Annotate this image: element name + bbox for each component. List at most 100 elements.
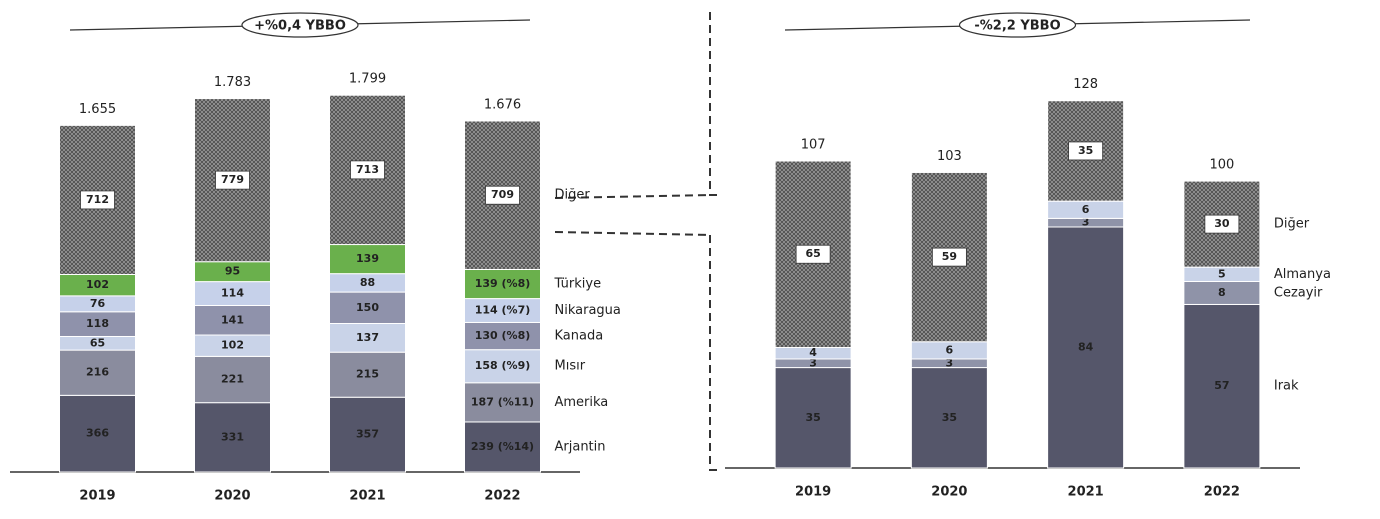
- bar-segment: [59, 349, 136, 396]
- bar-segment: [464, 321, 541, 351]
- segment-label: 239 (%14): [471, 440, 534, 453]
- bar-segment: [194, 304, 271, 336]
- segment-label: 158 (%9): [475, 359, 531, 372]
- segment-label: 95: [225, 265, 240, 278]
- bar-segment: [464, 349, 541, 384]
- x-tick-label: 2021: [1068, 485, 1104, 500]
- x-tick-label: 2019: [79, 489, 115, 504]
- total-label: 1.799: [349, 72, 386, 87]
- bar-segment: [329, 396, 406, 473]
- legend-label: Nikaragua: [555, 303, 621, 318]
- segment-label: 331: [221, 430, 244, 443]
- legend-label: Kanada: [555, 329, 604, 344]
- bar-segment: [774, 367, 852, 469]
- segment-label: 114 (%7): [475, 304, 531, 317]
- segment-label: 30: [1214, 217, 1230, 230]
- bar-segment: [194, 98, 271, 263]
- legend-label: Arjantin: [555, 439, 606, 454]
- label-box: [795, 244, 831, 264]
- bracket: [709, 12, 722, 471]
- bar-segment: [329, 291, 406, 325]
- segment-label: 118: [86, 317, 109, 330]
- label-box: [80, 190, 115, 210]
- segment-label: 65: [90, 336, 105, 349]
- segment-label: 141: [221, 313, 244, 326]
- annotation-pill: [958, 12, 1077, 38]
- legend-label: Diğer: [1274, 217, 1310, 232]
- legend-label: Almanya: [1274, 267, 1331, 282]
- bar-segment: [329, 351, 406, 398]
- segment-label: 779: [221, 173, 244, 186]
- bar-segment: [329, 244, 406, 275]
- label-box: [1068, 141, 1104, 161]
- segment-label: 137: [356, 331, 379, 344]
- segment-label: 114: [221, 287, 244, 300]
- x-tick-label: 2020: [214, 489, 250, 504]
- segment-label: 130 (%8): [475, 329, 531, 342]
- legend-label: Amerika: [555, 395, 609, 410]
- segment-label: 8: [1218, 286, 1226, 299]
- segment-label: 357: [356, 428, 379, 441]
- x-tick-label: 2021: [349, 489, 385, 504]
- segment-label: 35: [1078, 144, 1093, 157]
- segment-label: 150: [356, 301, 379, 314]
- bar-segment: [464, 421, 541, 473]
- segment-label: 88: [360, 276, 375, 289]
- segment-label: 3: [809, 356, 817, 369]
- segment-label: 59: [942, 250, 957, 263]
- segment-label: 139 (%8): [475, 277, 531, 290]
- segment-label: 709: [491, 188, 514, 201]
- bar-segment: [59, 394, 136, 473]
- segment-label: 84: [1078, 340, 1094, 353]
- x-tick-label: 2022: [484, 489, 520, 504]
- segment-label: 35: [942, 411, 957, 424]
- segment-label: 187 (%11): [471, 395, 534, 408]
- segment-label: 65: [805, 247, 820, 260]
- segment-label: 4: [809, 346, 817, 359]
- bar-segment: [194, 355, 271, 404]
- total-label: 1.676: [484, 97, 521, 112]
- segment-label: 6: [946, 343, 954, 356]
- legend-label: Mısır: [555, 359, 586, 374]
- segment-label: 215: [356, 368, 379, 381]
- segment-label: 6: [1082, 203, 1090, 216]
- bar-segment: [194, 402, 271, 473]
- legend-label: Türkiye: [554, 277, 602, 292]
- label-box: [215, 170, 250, 190]
- legend-label: Cezayir: [1274, 285, 1323, 300]
- bar-segment: [1183, 180, 1261, 268]
- segment-label: 35: [805, 411, 820, 424]
- segment-label: 216: [86, 366, 109, 379]
- x-tick-label: 2019: [795, 485, 831, 500]
- bar-segment: [329, 323, 406, 353]
- segment-label: 3: [946, 356, 954, 369]
- segment-label: 5: [1218, 267, 1226, 280]
- segment-label: 57: [1214, 379, 1229, 392]
- bar-segment: [464, 268, 541, 300]
- total-label: 128: [1073, 77, 1098, 92]
- segment-label: 139: [356, 252, 379, 265]
- segment-label: 3: [1082, 216, 1090, 229]
- segment-label: 712: [86, 193, 109, 206]
- bar-segment: [910, 367, 988, 469]
- annotation: -%2,2 YBBO: [974, 19, 1060, 34]
- total-label: 100: [1209, 158, 1234, 173]
- label-box: [350, 160, 385, 180]
- label-box: [1204, 214, 1240, 234]
- segment-label: 713: [356, 163, 379, 176]
- annotation-pill: [241, 12, 359, 38]
- total-label: 1.655: [79, 102, 116, 117]
- legend-label: Irak: [1274, 379, 1299, 394]
- bar-segment: [464, 382, 541, 423]
- total-label: 107: [801, 137, 826, 152]
- segment-label: 76: [90, 297, 106, 310]
- label-box: [931, 247, 967, 267]
- bar-segment: [59, 311, 136, 337]
- total-label: 103: [937, 149, 962, 164]
- x-tick-label: 2020: [931, 485, 967, 500]
- segment-label: 102: [86, 278, 109, 291]
- bar-segment: [1183, 303, 1261, 469]
- annotation: +%0,4 YBBO: [254, 19, 346, 34]
